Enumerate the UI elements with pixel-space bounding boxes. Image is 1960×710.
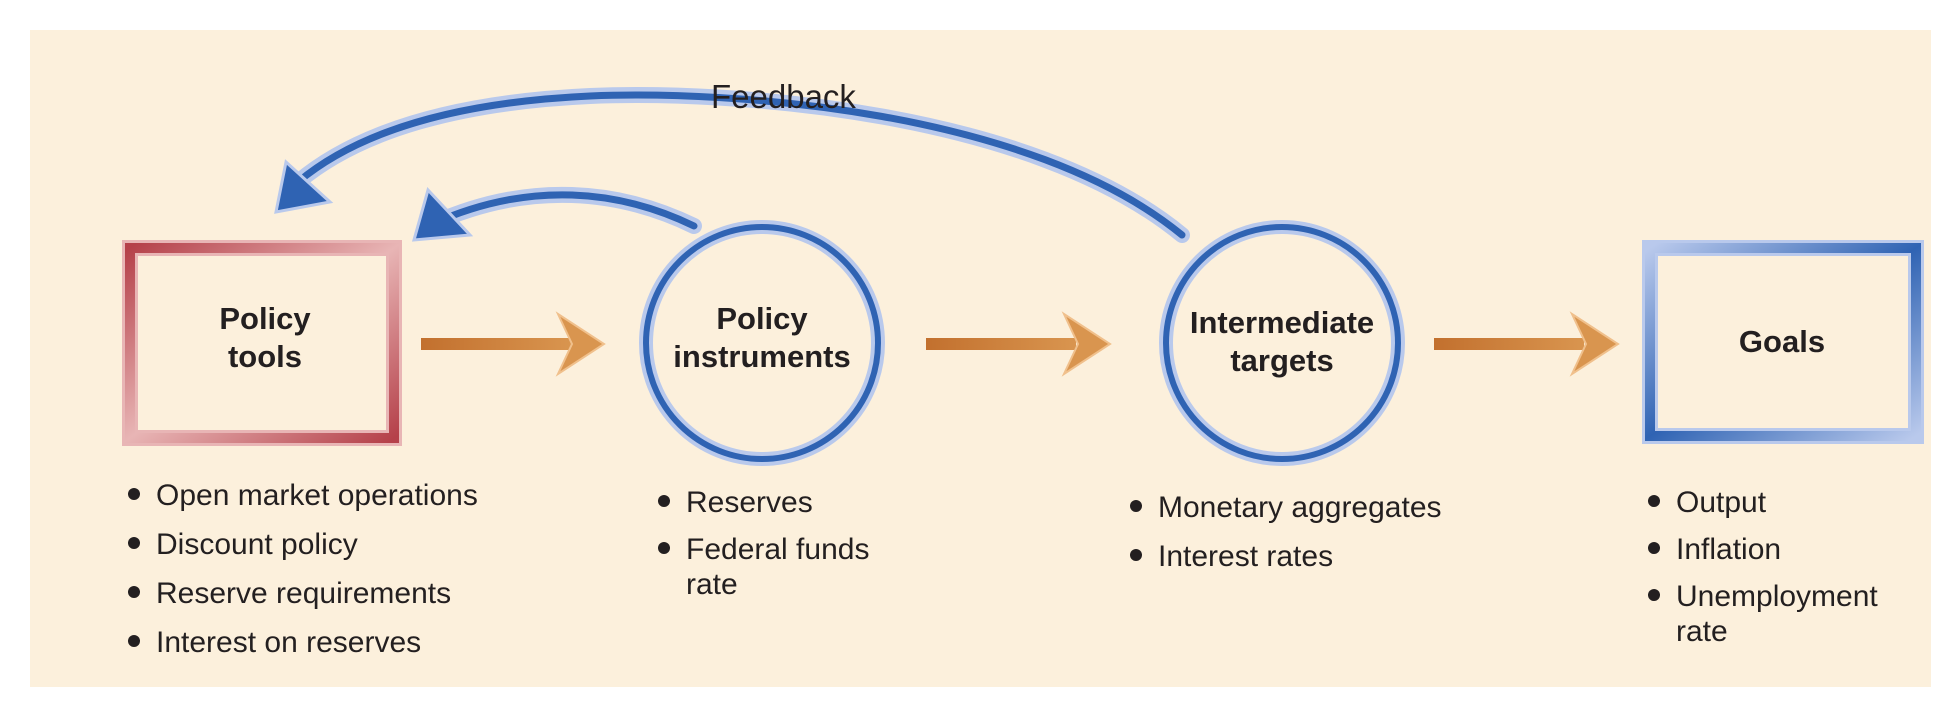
list-item: Monetary aggregates (1130, 490, 1442, 525)
flow-arrow-1 (421, 311, 606, 377)
diagram-canvas (122, 87, 1924, 466)
policy-tools-box (122, 240, 402, 446)
flow-arrow-2 (926, 311, 1112, 377)
policy-tools-list: Open market operations Discount policy R… (128, 478, 478, 660)
list-item: Interest rates (1130, 539, 1442, 574)
policy-tools-label: Policy tools (219, 301, 311, 374)
list-item: Discount policy (128, 527, 478, 562)
list-item: Reserves (658, 485, 869, 520)
intermediate-targets-list: Monetary aggregates Interest rates (1130, 490, 1442, 574)
list-item: Interest on reserves (128, 625, 478, 660)
list-item: Unemployment rate (1648, 579, 1878, 649)
feedback-arrow-long (274, 87, 1190, 243)
policy-instruments-label: Policy instruments (673, 301, 851, 374)
flow-arrow-3 (1434, 311, 1620, 377)
goals-list: Output Inflation Unemployment rate (1648, 485, 1878, 649)
intermediate-targets-label: Intermediate targets (1189, 305, 1375, 378)
list-item: Inflation (1648, 532, 1878, 567)
goals-box (1642, 240, 1924, 444)
policy-instruments-list: Reserves Federal funds rate (658, 485, 869, 602)
diagram-panel: Feedback Policy tools Policy instruments… (30, 30, 1931, 687)
list-item: Reserve requirements (128, 576, 478, 611)
list-item: Output (1648, 485, 1878, 520)
policy-instruments-circle (639, 220, 885, 466)
list-item: Open market operations (128, 478, 478, 513)
feedback-arrow-short (411, 186, 702, 242)
feedback-label: Feedback (711, 78, 856, 115)
intermediate-targets-circle (1159, 220, 1405, 466)
list-item: Federal funds rate (658, 532, 869, 602)
goals-label: Goals (1738, 324, 1826, 359)
